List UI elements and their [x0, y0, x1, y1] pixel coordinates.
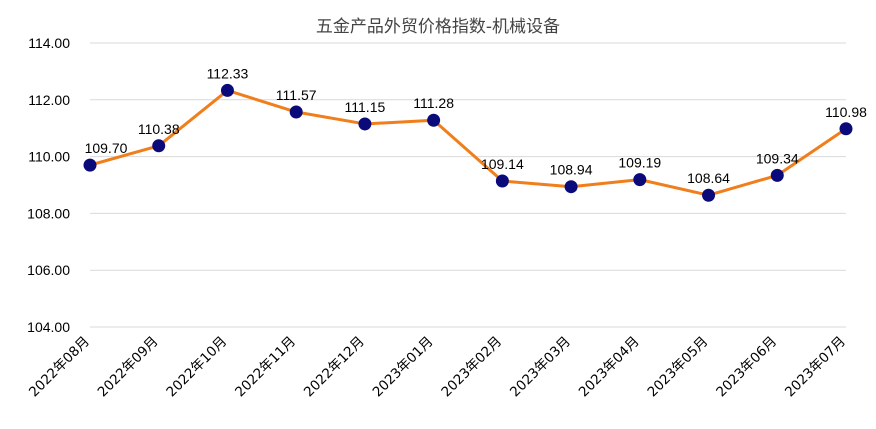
data-point [633, 173, 647, 187]
data-point [427, 113, 441, 127]
data-point [358, 117, 372, 131]
data-point [152, 139, 166, 153]
data-label: 108.94 [550, 162, 593, 178]
data-label: 111.15 [345, 99, 386, 115]
data-labels: 109.70 110.38 112.33 111.57 111.15 111.28 109.… [85, 65, 868, 186]
data-label: 109.19 [618, 155, 661, 171]
data-label: 109.70 [85, 140, 128, 156]
data-label: 110.38 [138, 121, 180, 137]
data-label: 109.14 [481, 156, 524, 172]
data-label: 108.64 [687, 170, 730, 186]
data-point [289, 105, 303, 119]
data-label: 109.34 [756, 150, 799, 166]
data-point [564, 180, 578, 194]
x-axis-ticks: 2022年08月 2022年09月 2022年10月 2022年11月 2022年12月… [26, 334, 849, 401]
data-label: 110.98 [825, 104, 867, 120]
data-label: 111.28 [413, 95, 454, 111]
chart-title: 五金产品外贸价格指数-机械设备 [316, 17, 560, 37]
y-tick-label: 112.00 [28, 92, 70, 108]
x-tick-label: 2023年04月 [576, 334, 643, 401]
data-point [220, 83, 234, 97]
x-tick-label: 2022年08月 [26, 334, 93, 401]
x-tick-label: 2022年11月 [232, 334, 299, 401]
x-tick-label: 2023年05月 [645, 334, 712, 401]
y-axis-ticks: 104.00 106.00 108.00 110.00 112.00 114.00 [27, 35, 70, 335]
x-tick-label: 2023年06月 [713, 334, 780, 401]
x-tick-label: 2023年01月 [370, 334, 437, 401]
y-tick-label: 114.00 [28, 35, 70, 51]
y-tick-label: 106.00 [27, 262, 70, 278]
y-tick-label: 104.00 [27, 319, 70, 335]
data-point [702, 188, 716, 202]
data-point [495, 174, 509, 188]
series-line [89, 88, 847, 197]
series-line-layer [89, 88, 847, 197]
gridlines [90, 42, 846, 328]
data-point [83, 158, 97, 172]
x-tick-label: 2022年10月 [163, 334, 230, 401]
x-tick-label: 2023年02月 [438, 334, 505, 401]
x-tick-label: 2023年03月 [507, 334, 574, 401]
data-label: 112.33 [207, 65, 249, 81]
data-label: 111.57 [276, 87, 317, 103]
data-point [839, 122, 853, 136]
data-point [770, 168, 784, 182]
y-tick-label: 110.00 [28, 149, 70, 165]
x-tick-label: 2023年07月 [782, 334, 849, 401]
y-tick-label: 108.00 [27, 205, 70, 221]
x-tick-label: 2022年09月 [95, 334, 162, 401]
data-points [83, 83, 853, 202]
x-tick-label: 2022年12月 [301, 334, 368, 401]
